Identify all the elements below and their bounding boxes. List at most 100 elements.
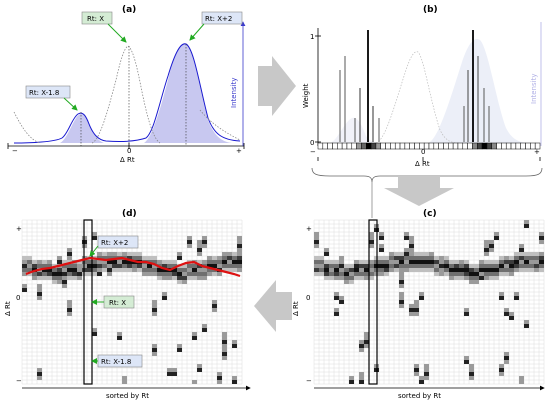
- heat-cell: [37, 264, 42, 268]
- callout-d-rt-x-plus-2: Rt: X+2: [89, 235, 139, 257]
- heat-cell: [102, 264, 107, 268]
- bin-cell: [380, 142, 386, 150]
- panel-d-letter: (d): [122, 209, 137, 219]
- heat-cell: [414, 300, 419, 304]
- heat-cell: [162, 276, 167, 280]
- heat-cell: [414, 308, 419, 312]
- heat-cell: [67, 276, 72, 280]
- heat-cell: [409, 236, 414, 240]
- heat-cell: [92, 232, 97, 236]
- heat-cell: [67, 304, 72, 308]
- heat-cell: [514, 264, 519, 268]
- heat-cell: [499, 256, 504, 260]
- heat-cell: [479, 272, 484, 276]
- heat-cell: [484, 276, 489, 280]
- heat-cell: [499, 264, 504, 268]
- heat-cell: [22, 288, 27, 292]
- heat-cell: [344, 272, 349, 276]
- heat-cell: [167, 260, 172, 264]
- panel-b-ylabel-right: Intensity: [530, 74, 538, 104]
- heat-cell: [137, 256, 142, 260]
- heat-cell: [147, 272, 152, 276]
- heat-cell: [227, 260, 232, 264]
- heat-cell: [514, 260, 519, 264]
- heat-cell: [369, 276, 374, 280]
- heat-cell: [324, 252, 329, 256]
- heat-cell: [379, 236, 384, 240]
- signal-curve: [13, 43, 241, 144]
- heat-cell: [484, 268, 489, 272]
- heat-cell: [469, 372, 474, 376]
- heat-cell: [454, 260, 459, 264]
- bin-cell: [486, 142, 492, 150]
- heat-cell: [349, 272, 354, 276]
- heat-cell: [389, 264, 394, 268]
- heat-cell: [364, 332, 369, 336]
- heat-cell: [339, 296, 344, 300]
- heat-cell: [499, 292, 504, 296]
- heat-cell: [222, 348, 227, 352]
- heat-cell: [107, 264, 112, 268]
- heat-cell: [339, 264, 344, 268]
- heat-cell: [232, 376, 237, 380]
- heat-cell: [414, 368, 419, 372]
- heat-cell: [539, 236, 544, 240]
- panel-a-x-plus: +: [236, 147, 242, 155]
- heat-cell: [334, 296, 339, 300]
- heat-cell: [227, 252, 232, 256]
- heat-cell: [479, 264, 484, 268]
- bin-cell: [438, 142, 444, 150]
- bin-cell: [404, 142, 410, 150]
- heat-cell: [72, 276, 77, 280]
- heat-cell: [182, 280, 187, 284]
- heat-cell: [429, 256, 434, 260]
- panel-c-selected-column: [368, 219, 378, 385]
- heat-cell: [197, 368, 202, 372]
- heat-cell: [399, 252, 404, 256]
- heat-cell: [334, 308, 339, 312]
- heat-cell: [147, 264, 152, 268]
- heat-cell: [77, 276, 82, 280]
- bin-cell: [515, 142, 521, 150]
- heat-cell: [409, 244, 414, 248]
- heat-cell: [222, 340, 227, 344]
- bin-cell: [385, 142, 391, 150]
- heat-cell: [97, 272, 102, 276]
- callout-d-rt-x-plus-2-text: Rt: X+2: [101, 239, 128, 247]
- heat-cell: [499, 260, 504, 264]
- heat-cell: [237, 244, 242, 248]
- heat-cell: [42, 260, 47, 264]
- heat-cell: [37, 272, 42, 276]
- heat-cell: [192, 268, 197, 272]
- heat-cell: [419, 380, 424, 384]
- heat-cell: [182, 268, 187, 272]
- tail-dotted: [199, 109, 241, 141]
- heat-cell: [67, 252, 72, 256]
- heat-cell: [117, 260, 122, 264]
- heat-cell: [324, 248, 329, 252]
- heat-cell: [87, 268, 92, 272]
- heat-cell: [57, 280, 62, 284]
- bin-cell: [317, 142, 324, 150]
- bin-cell: [399, 142, 406, 150]
- heat-cell: [47, 260, 52, 264]
- heat-cell: [212, 264, 217, 268]
- heat-cell: [479, 276, 484, 280]
- heat-cell: [147, 268, 152, 272]
- heat-cell: [389, 252, 394, 256]
- heat-cell: [409, 312, 414, 316]
- heat-cell: [329, 268, 334, 272]
- heat-cell: [369, 244, 374, 248]
- heat-cell: [514, 268, 519, 272]
- bin-cell: [351, 142, 357, 150]
- heat-cell: [197, 248, 202, 252]
- heat-cell: [314, 264, 319, 268]
- panel-b-letter: (b): [423, 5, 438, 15]
- heat-cell: [434, 256, 439, 260]
- heat-cell: [107, 256, 112, 260]
- heat-cell: [354, 264, 359, 268]
- heat-cell: [62, 264, 67, 268]
- heat-cell: [72, 264, 77, 268]
- panel-a-x-minus: −: [12, 147, 18, 155]
- heat-cell: [359, 372, 364, 376]
